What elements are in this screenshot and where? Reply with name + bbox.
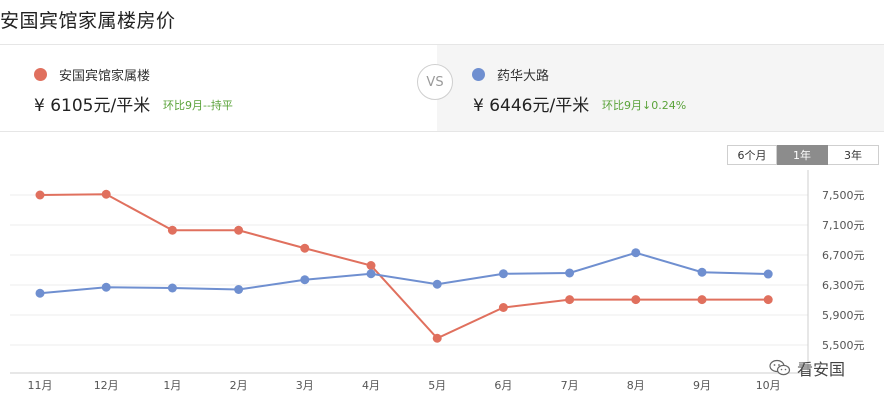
left-price: ¥ 6105元/平米 xyxy=(34,96,151,116)
x-tick-label: 6月 xyxy=(494,379,512,392)
right-community-name: 药华大路 xyxy=(497,69,550,84)
data-point xyxy=(234,285,244,294)
data-point xyxy=(697,267,707,277)
data-point xyxy=(565,295,575,305)
comparison-right: 药华大路 ¥ 6446元/平米 环比9月↓0.24% xyxy=(437,45,884,131)
data-point xyxy=(763,295,773,305)
y-tick-label: 7,100元 xyxy=(822,219,865,232)
data-point xyxy=(101,282,111,292)
data-point xyxy=(366,261,376,270)
data-point xyxy=(35,288,45,298)
x-tick-label: 4月 xyxy=(362,379,380,392)
data-point xyxy=(498,269,508,279)
data-point xyxy=(167,283,177,293)
y-tick-label: 6,300元 xyxy=(822,279,865,292)
x-tick-label: 11月 xyxy=(28,379,53,392)
data-point xyxy=(498,303,508,312)
x-tick-label: 2月 xyxy=(230,379,248,392)
vs-badge: VS xyxy=(417,64,453,100)
data-point xyxy=(763,269,773,279)
y-tick-label: 5,500元 xyxy=(822,339,865,352)
data-point xyxy=(300,243,310,253)
series-legend-dot-left xyxy=(34,68,47,81)
price-trend-chart: 7,500元 7,100元 6,700元 6,300元 5,900元 5,500元 11月 1… xyxy=(10,170,865,392)
data-point xyxy=(300,275,310,285)
data-point xyxy=(565,268,575,278)
right-change: 环比9月↓0.24% xyxy=(602,99,687,112)
range-tab-6-months[interactable]: 6个月 xyxy=(727,145,777,165)
y-tick-label: 7,500元 xyxy=(822,189,865,202)
page-title: 安国宾馆家属楼房价 xyxy=(0,10,176,32)
comparison-left: 安国宾馆家属楼 ¥ 6105元/平米 环比9月--持平 xyxy=(0,45,437,131)
series-legend-dot-right xyxy=(472,68,485,81)
data-point xyxy=(631,248,641,258)
range-tab-1-year[interactable]: 1年 xyxy=(777,145,828,165)
data-point xyxy=(101,189,111,199)
data-point xyxy=(366,269,376,279)
left-change: 环比9月--持平 xyxy=(163,99,233,112)
x-tick-label: 5月 xyxy=(428,379,446,392)
left-community-name: 安国宾馆家属楼 xyxy=(59,69,151,84)
y-tick-label: 6,700元 xyxy=(822,249,865,262)
series-line xyxy=(39,251,769,295)
x-tick-label: 8月 xyxy=(627,379,645,392)
data-point xyxy=(35,190,45,200)
watermark: 看安国 xyxy=(769,356,845,380)
right-price: ¥ 6446元/平米 xyxy=(473,96,590,116)
x-tick-label: 3月 xyxy=(296,379,314,392)
comparison-panel: 安国宾馆家属楼 ¥ 6105元/平米 环比9月--持平 药华大路 ¥ 6446元… xyxy=(0,44,884,132)
range-tab-3-years[interactable]: 3年 xyxy=(828,145,879,165)
y-tick-label: 5,900元 xyxy=(822,309,865,322)
x-tick-label: 7月 xyxy=(561,379,579,392)
series-line xyxy=(39,193,769,340)
data-point xyxy=(432,279,442,289)
data-point xyxy=(432,333,442,343)
x-tick-label: 1月 xyxy=(163,379,181,392)
x-tick-label: 10月 xyxy=(756,379,781,392)
x-tick-label: 12月 xyxy=(94,379,119,392)
time-range-tabs: 6个月 1年 3年 xyxy=(727,145,879,165)
data-point xyxy=(167,225,177,235)
data-point xyxy=(697,295,707,305)
watermark-text: 看安国 xyxy=(797,360,846,379)
x-tick-label: 9月 xyxy=(693,379,711,392)
data-point xyxy=(234,225,244,235)
wechat-icon xyxy=(769,359,791,376)
data-point xyxy=(631,295,641,305)
